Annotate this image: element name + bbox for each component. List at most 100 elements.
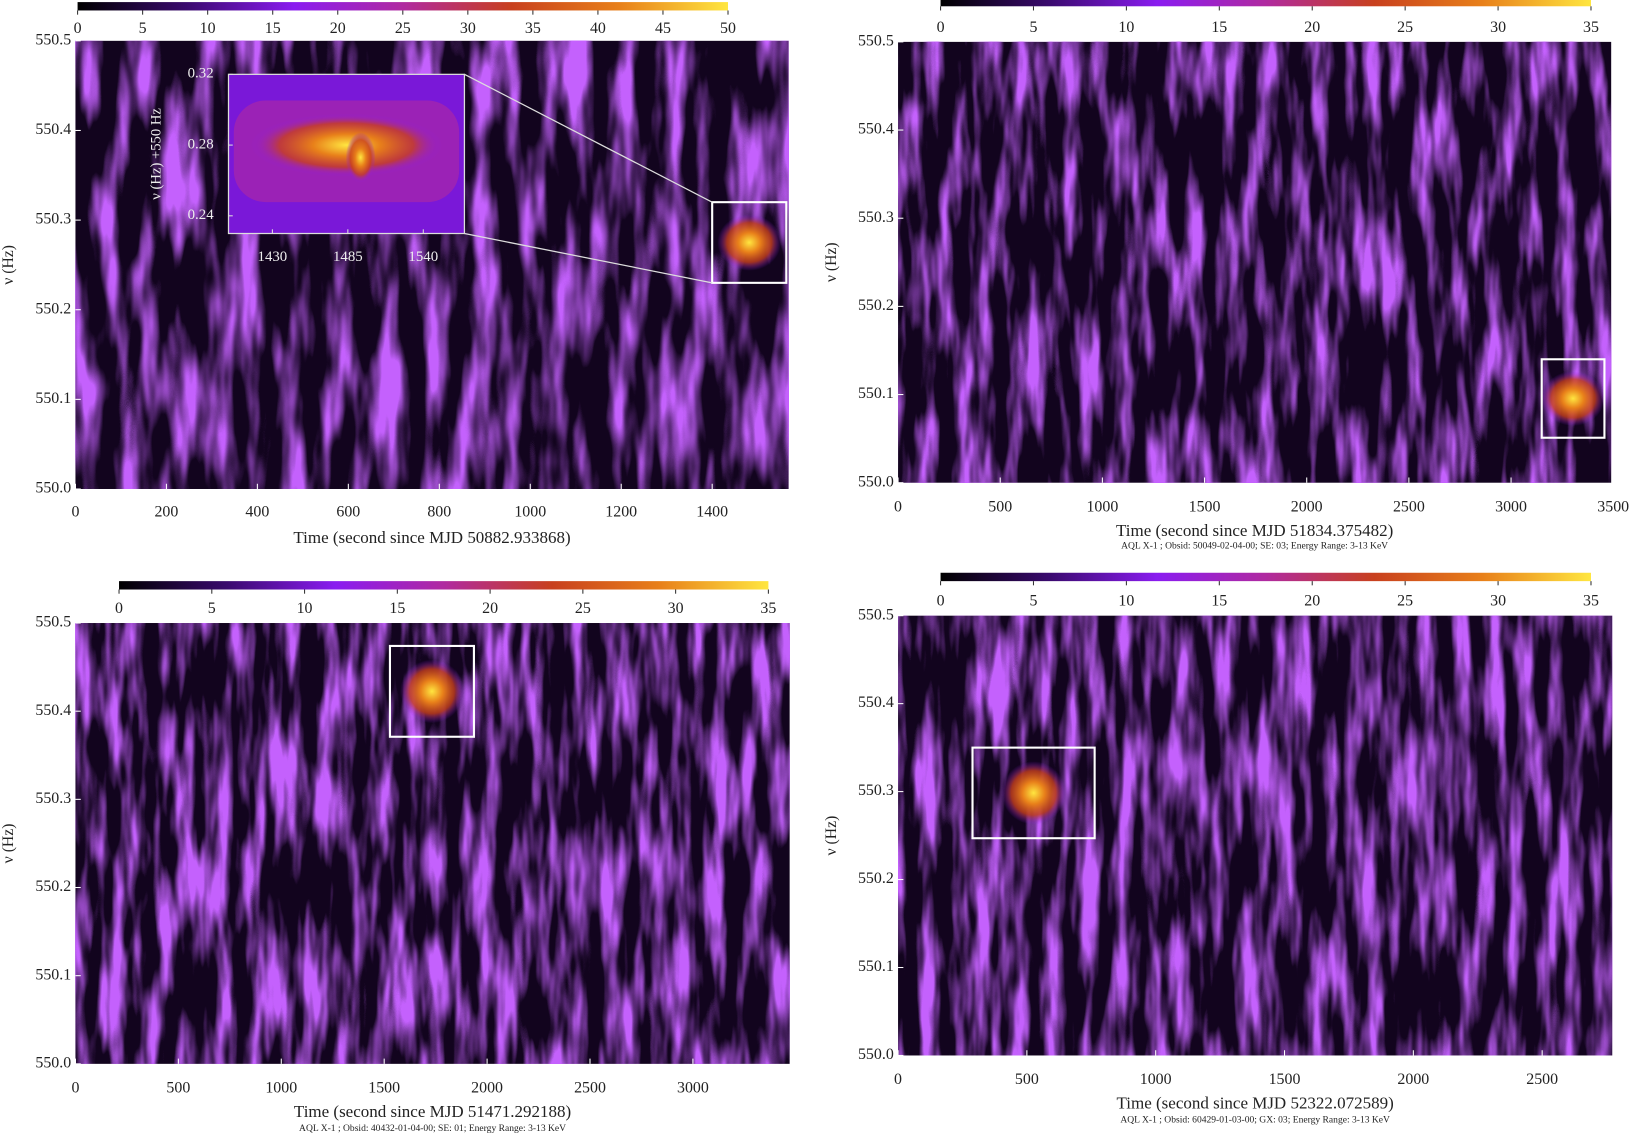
colorbar-tick-label: 25: [1397, 19, 1413, 36]
y-tick-label: 550.0: [35, 480, 71, 497]
y-tick-label: 550.3: [858, 782, 894, 799]
x-tick-label: 400: [245, 504, 269, 521]
y-tick-label: 550.1: [858, 385, 894, 402]
colorbar-tick-label: 45: [655, 20, 671, 37]
highlight-box: [388, 644, 475, 738]
x-tick-label: 200: [154, 504, 178, 521]
y-tick-label: 550.5: [858, 33, 894, 50]
x-tick-label: 0: [71, 1080, 79, 1097]
x-axis-label: Time (second since MJD 51834.375482): [1116, 521, 1393, 540]
colorbar-tick-label: 15: [1211, 593, 1227, 610]
x-tick-label: 1500: [368, 1080, 400, 1097]
y-tick-label: 550.2: [35, 878, 71, 895]
colorbar-tick-label: 10: [200, 20, 216, 37]
x-tick-label: 1000: [1140, 1071, 1172, 1088]
x-tick-label: 1000: [1086, 499, 1118, 516]
signal-hotspot: [717, 214, 782, 271]
signal-hotspot: [1001, 761, 1066, 825]
x-tick-label: 3000: [1495, 499, 1527, 516]
colorbar-tick-label: 30: [1490, 19, 1506, 36]
colorbar: [119, 581, 769, 590]
y-tick-label: 550.5: [35, 614, 71, 631]
inset-y-label: ν (Hz) +550 Hz: [149, 108, 165, 200]
colorbar-tick-label: 0: [74, 20, 82, 37]
colorbar-tick-label: 10: [297, 600, 313, 617]
x-tick-label: 2000: [1397, 1071, 1429, 1088]
colorbar-tick-label: 35: [525, 20, 541, 37]
x-tick-label: 1400: [696, 504, 728, 521]
y-tick-label: 550.3: [35, 211, 71, 228]
x-tick-label: 2500: [1393, 499, 1425, 516]
colorbar-tick-label: 25: [1397, 593, 1413, 610]
y-tick-label: 550.0: [858, 473, 894, 490]
colorbar-tick-label: 35: [1583, 19, 1599, 36]
footnote: AQL X-1 ; Obsid: 40432-01-04-00; SE: 01;…: [299, 1124, 566, 1134]
y-tick-label: 550.4: [35, 702, 71, 719]
x-tick-label: 800: [427, 504, 451, 521]
inset-x-tick-label: 1540: [408, 249, 438, 265]
colorbar-tick-label: 15: [1211, 19, 1227, 36]
x-axis-label: Time (second since MJD 51471.292188): [294, 1102, 571, 1121]
inset-peak: [345, 132, 376, 183]
x-tick-label: 1000: [514, 504, 546, 521]
x-tick-label: 0: [71, 504, 79, 521]
y-axis-label: ν (Hz): [823, 242, 840, 282]
colorbar: [77, 2, 729, 11]
signal-hotspot: [400, 659, 464, 724]
colorbar-tick-label: 0: [937, 19, 945, 36]
y-tick-label: 550.3: [35, 790, 71, 807]
colorbar-tick-label: 5: [208, 600, 216, 617]
y-tick-label: 550.0: [858, 1046, 894, 1063]
colorbar-tick-label: 15: [389, 600, 405, 617]
colorbar-tick-label: 20: [482, 600, 498, 617]
y-tick-label: 550.1: [858, 958, 894, 975]
colorbar: [940, 0, 1591, 7]
x-tick-label: 600: [336, 504, 360, 521]
x-tick-label: 2000: [1291, 499, 1323, 516]
inset-y-tick-label: 0.24: [188, 207, 215, 223]
colorbar-tick-label: 20: [1304, 593, 1320, 610]
signal-hotspot: [1541, 371, 1605, 426]
colorbar-tick-label: 35: [760, 600, 776, 617]
x-tick-label: 2000: [471, 1080, 503, 1097]
x-axis-label: Time (second since MJD 50882.933868): [293, 528, 570, 547]
y-tick-label: 550.4: [858, 121, 894, 138]
power-noise: [898, 615, 1613, 1056]
power-noise: [898, 41, 1612, 483]
x-tick-label: 1500: [1269, 1071, 1301, 1088]
zoom-line: [464, 73, 713, 203]
x-tick-label: 2500: [574, 1080, 606, 1097]
inset-y-tick-label: 0.32: [188, 66, 214, 82]
zoom-line: [464, 232, 713, 284]
y-tick-label: 550.2: [858, 870, 894, 887]
inset-x-tick-label: 1430: [258, 249, 288, 265]
highlight-box: [1540, 358, 1606, 439]
x-tick-label: 3000: [677, 1080, 709, 1097]
colorbar-tick-label: 10: [1118, 19, 1134, 36]
x-tick-label: 0: [894, 499, 902, 516]
x-tick-label: 500: [988, 499, 1012, 516]
highlight-box: [711, 201, 788, 284]
y-tick-label: 550.0: [35, 1055, 71, 1072]
colorbar-tick-label: 25: [395, 20, 411, 37]
y-tick-label: 550.1: [35, 966, 71, 983]
colorbar-tick-label: 40: [590, 20, 606, 37]
colorbar: [940, 572, 1591, 582]
y-tick-label: 550.4: [858, 694, 894, 711]
x-axis-label: Time (second since MJD 52322.072589): [1117, 1094, 1394, 1113]
y-tick-label: 550.2: [35, 300, 71, 317]
inset-y-tick-label: 0.28: [188, 137, 214, 153]
y-axis-label: ν (Hz): [0, 824, 17, 864]
inset-frame: [227, 73, 466, 235]
colorbar-tick-label: 20: [330, 20, 346, 37]
colorbar-tick-label: 0: [115, 600, 123, 617]
x-tick-label: 1500: [1189, 499, 1221, 516]
x-tick-label: 500: [166, 1080, 190, 1097]
colorbar-tick-label: 5: [1029, 593, 1037, 610]
x-tick-label: 2500: [1526, 1071, 1558, 1088]
x-tick-label: 3500: [1597, 499, 1629, 516]
colorbar-tick-label: 25: [575, 600, 591, 617]
y-tick-label: 550.5: [858, 606, 894, 623]
x-tick-label: 1200: [605, 504, 637, 521]
